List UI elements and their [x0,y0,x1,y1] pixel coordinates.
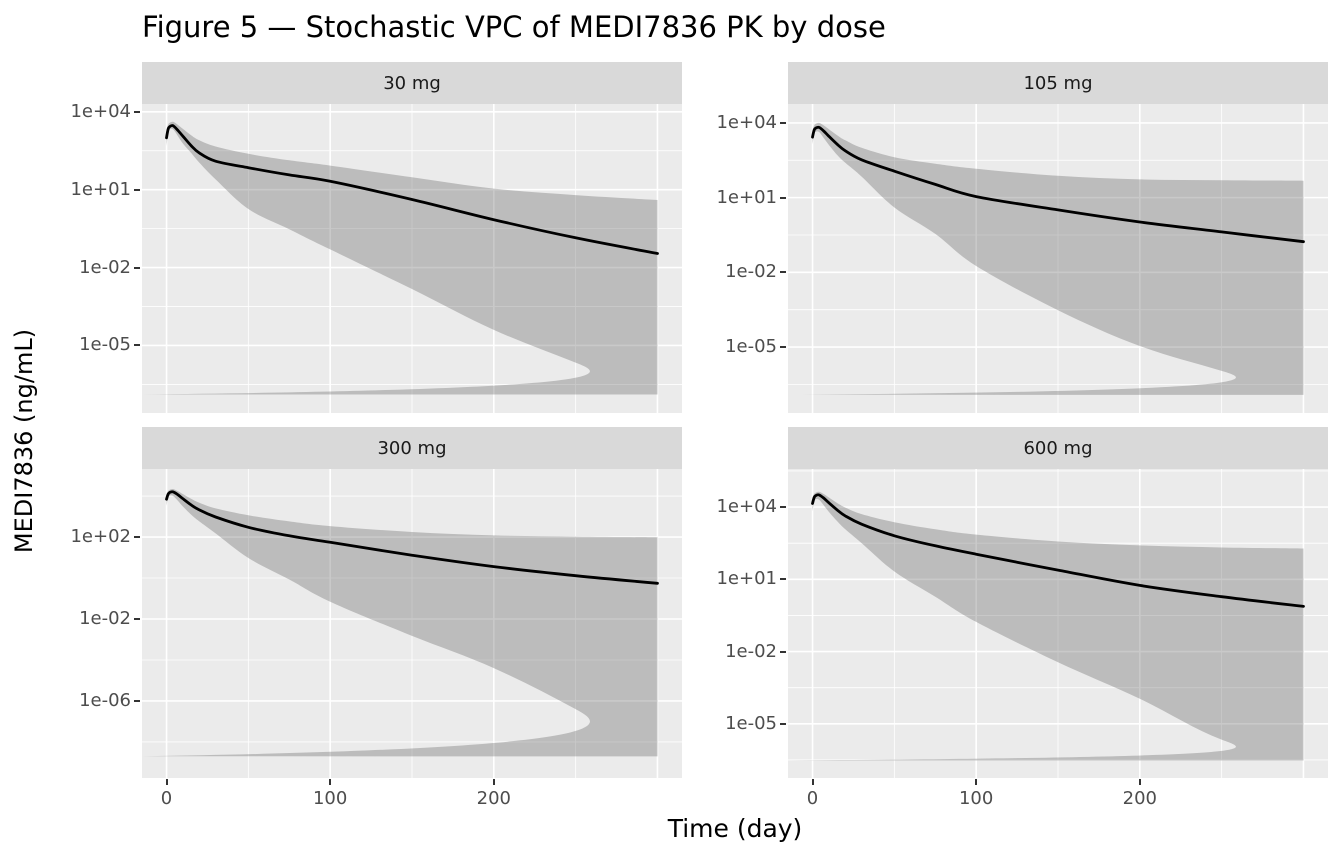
y-tick-label: 1e+04 [716,496,777,518]
x-tick-label: 0 [160,788,173,809]
y-tick-mark [780,346,786,349]
facet-panel-105mg [788,104,1328,413]
y-tick-label: 1e-06 [79,689,131,711]
x-tick-mark [165,779,168,785]
facet-label: 300 mg [377,437,447,459]
y-tick-mark [780,650,786,653]
figure-title: Figure 5 — Stochastic VPC of MEDI7836 PK… [142,10,886,44]
y-tick-label: 1e-05 [725,336,777,358]
x-tick-mark [811,779,814,785]
x-tick-label: 200 [1122,788,1157,809]
y-axis-title: MEDI7836 (ng/mL) [10,328,38,554]
panel-plot [142,469,682,778]
y-tick-label: 1e+01 [716,186,777,208]
x-tick-mark [329,779,332,785]
x-tick-label: 100 [312,788,348,809]
y-tick-mark [780,271,786,274]
y-tick-label: 1e-02 [725,261,777,283]
median-line [811,493,1305,608]
y-tick-label: 1e-02 [79,256,131,278]
x-tick-mark [492,779,495,785]
facet-strip-30mg: 30 mg [142,62,682,104]
y-tick-label: 1e-02 [725,640,777,662]
y-tick-label: 1e-02 [79,607,131,629]
panel-plot [142,104,682,413]
x-tick-label: 0 [806,788,819,809]
facet-label: 30 mg [383,72,441,94]
y-tick-mark [780,578,786,581]
y-tick-label: 1e+04 [70,100,131,122]
median-line [165,490,659,585]
x-tick-label: 100 [958,788,994,809]
y-tick-label: 1e-05 [79,334,131,356]
y-tick-mark [134,699,140,702]
y-tick-label: 1e+04 [716,111,777,133]
prediction-band [788,491,1304,761]
y-tick-label: 1e-05 [725,712,777,734]
panel-plot [788,104,1328,413]
prediction-band [142,488,658,757]
y-tick-mark [134,110,140,113]
y-tick-mark [780,506,786,509]
x-axis-title: Time (day) [667,814,803,843]
y-tick-mark [134,536,140,539]
y-tick-mark [780,196,786,199]
facet-panel-300mg [142,469,682,778]
x-tick-label: 200 [476,788,511,809]
y-tick-label: 1e+01 [716,568,777,590]
y-tick-mark [134,188,140,191]
facet-strip-300mg: 300 mg [142,427,682,469]
median-line [165,124,659,255]
facet-label: 105 mg [1023,72,1093,94]
facet-panel-30mg [142,104,682,413]
prediction-band [788,122,1304,395]
y-tick-mark [780,722,786,725]
y-tick-label: 1e+01 [70,178,131,200]
y-tick-mark [134,344,140,347]
y-tick-mark [780,121,786,124]
x-tick-mark [1138,779,1141,785]
y-tick-mark [134,266,140,269]
facet-label: 600 mg [1023,437,1093,459]
median-line [811,125,1305,244]
y-tick-label: 1e+02 [70,526,131,548]
facet-panel-600mg [788,469,1328,778]
y-tick-mark [134,617,140,620]
x-tick-mark [975,779,978,785]
panel-plot [788,469,1328,778]
prediction-band [142,121,658,395]
facet-strip-105mg: 105 mg [788,62,1328,104]
facet-strip-600mg: 600 mg [788,427,1328,469]
